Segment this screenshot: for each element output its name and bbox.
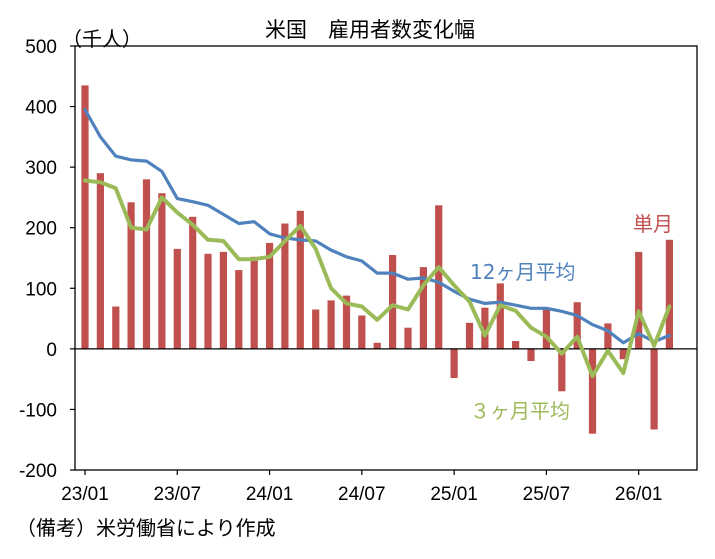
bar-25/05 — [512, 341, 520, 349]
y-tick-label: 300 — [25, 158, 57, 179]
y-tick-label: 100 — [25, 279, 57, 300]
bar-23/08 — [189, 216, 197, 349]
y-tick-label: 400 — [25, 98, 57, 119]
bar-25/04 — [496, 283, 504, 349]
bar-24/09 — [389, 255, 397, 349]
x-tick-label: 25/07 — [523, 484, 571, 505]
plot-frame — [74, 45, 698, 471]
bar-23/06 — [158, 193, 166, 349]
bar-23/12 — [250, 256, 258, 349]
bar-23/07 — [173, 248, 181, 349]
bar-24/08 — [373, 342, 381, 349]
bar-24/11 — [419, 267, 427, 349]
bar-23/11 — [235, 270, 243, 349]
x-tick-label: 25/01 — [430, 484, 478, 505]
bar-25/10 — [588, 348, 597, 434]
bar-series — [81, 85, 673, 434]
y-axis: 500 400 300 200 100 0 -100 -200 — [19, 37, 75, 482]
bar-24/01 — [266, 242, 274, 349]
bar-25/08 — [558, 348, 566, 392]
x-axis: 23/01 23/07 24/01 24/07 25/01 25/07 26/01 — [61, 470, 662, 505]
bar-25/12 — [619, 348, 627, 360]
bar-26/03 — [665, 239, 673, 349]
legend-label-monthly: 単月 — [633, 212, 673, 236]
x-tick-label: 24/01 — [246, 484, 294, 505]
bar-23/02 — [96, 173, 104, 349]
line-3m-average — [83, 178, 672, 379]
bar-23/03 — [112, 306, 120, 349]
bar-23/04 — [127, 202, 135, 349]
bar-26/01 — [635, 251, 643, 349]
bar-25/01 — [450, 348, 458, 378]
x-tick-label: 24/07 — [338, 484, 386, 505]
unit-label: （千人） — [62, 27, 142, 51]
bar-23/10 — [219, 251, 227, 349]
source-note: （備考）米労働省により作成 — [16, 516, 276, 540]
x-tick-label: 26/01 — [615, 484, 663, 505]
line-series — [83, 107, 672, 379]
bar-24/10 — [404, 327, 412, 349]
bar-23/05 — [142, 179, 151, 349]
y-tick-label: -200 — [19, 461, 57, 482]
bar-26/02 — [650, 348, 658, 430]
x-tick-label: 23/07 — [154, 484, 202, 505]
bar-24/04 — [312, 309, 320, 349]
bar-23/01 — [81, 85, 89, 349]
y-tick-label: -100 — [19, 400, 57, 421]
bar-24/05 — [327, 300, 335, 349]
bar-24/06 — [342, 295, 351, 349]
bar-24/07 — [358, 315, 366, 349]
bar-24/12 — [435, 205, 443, 349]
bar-25/02 — [465, 322, 474, 349]
bar-25/06 — [527, 348, 535, 361]
y-tick-label: 0 — [46, 340, 57, 361]
bar-25/03 — [481, 307, 489, 349]
legend-label-12m-avg: 12ヶ月平均 — [470, 260, 575, 284]
legend-label-3m-avg: ３ヶ月平均 — [470, 399, 570, 423]
bar-24/03 — [296, 210, 304, 349]
bar-24/02 — [281, 223, 289, 349]
bar-25/09 — [573, 302, 581, 349]
bar-25/11 — [604, 323, 612, 349]
y-tick-label: 500 — [25, 37, 57, 58]
x-tick-label: 23/01 — [61, 484, 109, 505]
y-tick-label: 200 — [25, 219, 57, 240]
chart-title: 米国 雇用者数変化幅 — [265, 18, 475, 42]
bar-23/09 — [204, 253, 212, 349]
bar-25/07 — [542, 309, 550, 349]
line-12m-average — [83, 107, 672, 345]
